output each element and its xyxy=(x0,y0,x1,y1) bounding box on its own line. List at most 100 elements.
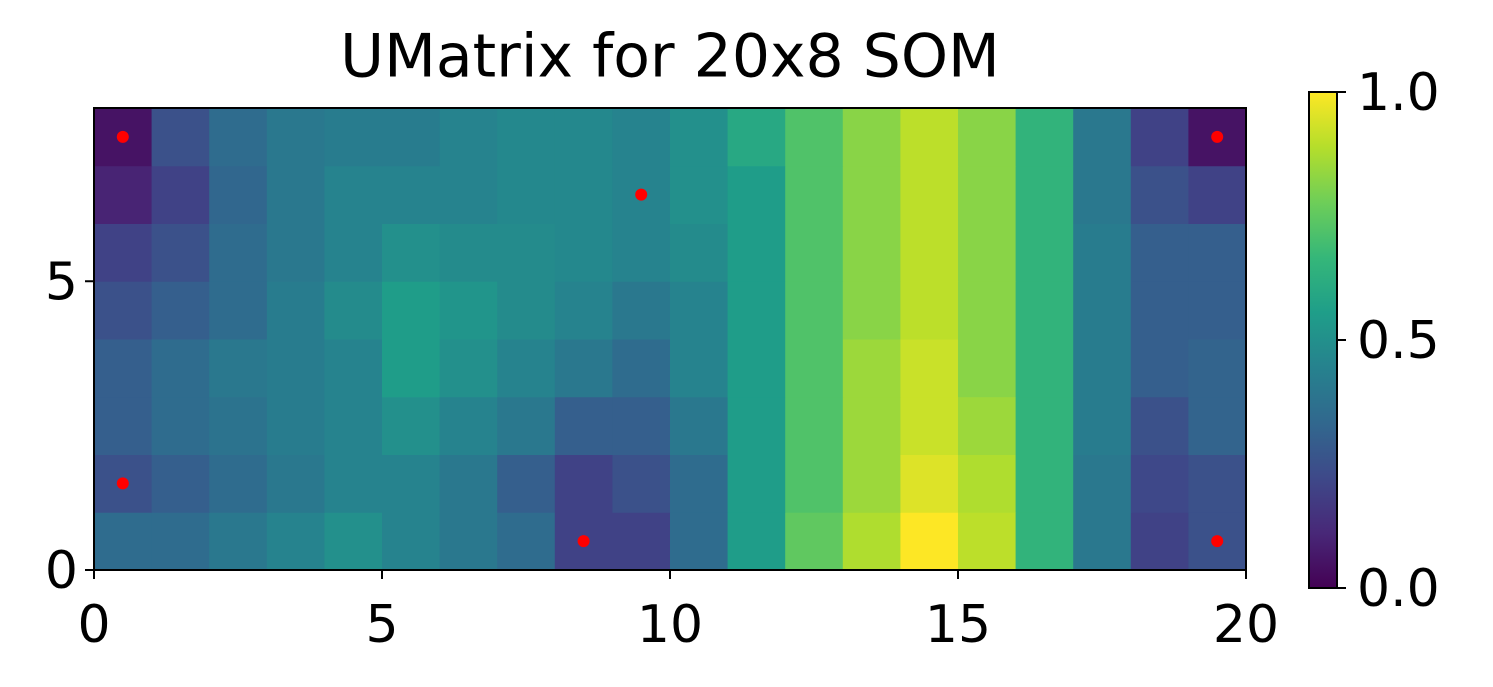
heatmap-cell xyxy=(382,223,441,282)
heatmap-cell xyxy=(900,512,959,571)
heatmap-cell xyxy=(439,454,498,513)
heatmap-cell xyxy=(1073,165,1132,224)
heatmap-cell xyxy=(1188,396,1247,455)
heatmap-cell xyxy=(1015,223,1074,282)
heatmap-cell xyxy=(554,339,613,398)
heatmap-cell xyxy=(151,108,210,167)
heatmap-cell xyxy=(497,339,556,398)
heatmap-cell xyxy=(670,454,729,513)
heatmap-cell xyxy=(497,165,556,224)
heatmap-cell xyxy=(94,281,153,340)
heatmap-cell xyxy=(94,339,153,398)
heatmap-cell xyxy=(554,454,613,513)
heatmap-cell xyxy=(785,108,844,167)
heatmap-cell xyxy=(439,339,498,398)
heatmap-cell xyxy=(382,396,441,455)
marker xyxy=(116,130,129,143)
heatmap-cell xyxy=(324,512,383,571)
heatmap-cell xyxy=(324,281,383,340)
heatmap-cell xyxy=(382,165,441,224)
marker xyxy=(116,477,129,490)
heatmap-cell xyxy=(900,396,959,455)
y-tick-label: 5 xyxy=(45,252,78,312)
heatmap-cell xyxy=(612,396,671,455)
heatmap-cell xyxy=(439,108,498,167)
heatmap-cell xyxy=(1073,281,1132,340)
heatmap-cell xyxy=(1073,339,1132,398)
heatmap-cell xyxy=(785,281,844,340)
marker xyxy=(577,535,590,548)
heatmap-cell xyxy=(382,108,441,167)
heatmap-cell xyxy=(670,512,729,571)
heatmap-cell xyxy=(1130,396,1189,455)
heatmap-cell xyxy=(497,454,556,513)
heatmap-cell xyxy=(554,281,613,340)
heatmap-cell xyxy=(1015,396,1074,455)
heatmap-cell xyxy=(727,512,786,571)
heatmap-cell xyxy=(497,223,556,282)
heatmap-cell xyxy=(209,223,268,282)
heatmap-cell xyxy=(209,165,268,224)
heatmap-cell xyxy=(785,396,844,455)
heatmap-cell xyxy=(842,223,901,282)
heatmap-cell xyxy=(1073,512,1132,571)
x-tick-label: 20 xyxy=(1213,595,1279,655)
heatmap-cell xyxy=(842,339,901,398)
heatmap-cell xyxy=(497,512,556,571)
heatmap-cell xyxy=(1188,281,1247,340)
heatmap-cell xyxy=(1130,108,1189,167)
heatmap-cell xyxy=(1188,454,1247,513)
heatmap-cell xyxy=(670,339,729,398)
heatmap-cell xyxy=(266,223,325,282)
heatmap-cell xyxy=(958,281,1017,340)
heatmap-cell xyxy=(670,396,729,455)
heatmap-cell xyxy=(958,223,1017,282)
heatmap-cell xyxy=(785,339,844,398)
heatmap-cell xyxy=(497,108,556,167)
heatmap-cell xyxy=(439,165,498,224)
heatmap-cell xyxy=(612,512,671,571)
heatmap-cell xyxy=(266,165,325,224)
heatmap-cell xyxy=(324,223,383,282)
heatmap-cell xyxy=(1073,223,1132,282)
heatmap-cell xyxy=(266,339,325,398)
heatmap-cell xyxy=(439,396,498,455)
heatmap-cell xyxy=(1130,165,1189,224)
heatmap-cell xyxy=(209,339,268,398)
heatmap-cell xyxy=(1130,512,1189,571)
heatmap-cell xyxy=(727,165,786,224)
heatmap-cell xyxy=(151,339,210,398)
heatmap-cell xyxy=(958,512,1017,571)
heatmap-cell xyxy=(324,339,383,398)
heatmap-cell xyxy=(842,281,901,340)
heatmap-cell xyxy=(324,454,383,513)
heatmap-cell xyxy=(554,396,613,455)
heatmap xyxy=(94,108,1247,571)
heatmap-cell xyxy=(900,223,959,282)
heatmap-cell xyxy=(209,396,268,455)
heatmap-cell xyxy=(670,281,729,340)
heatmap-cell xyxy=(1188,223,1247,282)
heatmap-cell xyxy=(612,281,671,340)
heatmap-cell xyxy=(727,108,786,167)
colorbar-tick-label: 0.0 xyxy=(1357,559,1440,619)
heatmap-cell xyxy=(1015,281,1074,340)
heatmap-cell xyxy=(554,223,613,282)
heatmap-cell xyxy=(151,454,210,513)
colorbar-tick-label: 0.5 xyxy=(1357,311,1440,371)
heatmap-cell xyxy=(727,223,786,282)
heatmap-cell xyxy=(266,396,325,455)
heatmap-cell xyxy=(1015,454,1074,513)
heatmap-cell xyxy=(670,108,729,167)
heatmap-cell xyxy=(842,165,901,224)
heatmap-cell xyxy=(958,108,1017,167)
heatmap-cell xyxy=(958,396,1017,455)
heatmap-cell xyxy=(785,454,844,513)
heatmap-cell xyxy=(151,281,210,340)
heatmap-cell xyxy=(382,281,441,340)
heatmap-cell xyxy=(842,512,901,571)
heatmap-cell xyxy=(151,223,210,282)
x-tick-label: 15 xyxy=(925,595,991,655)
